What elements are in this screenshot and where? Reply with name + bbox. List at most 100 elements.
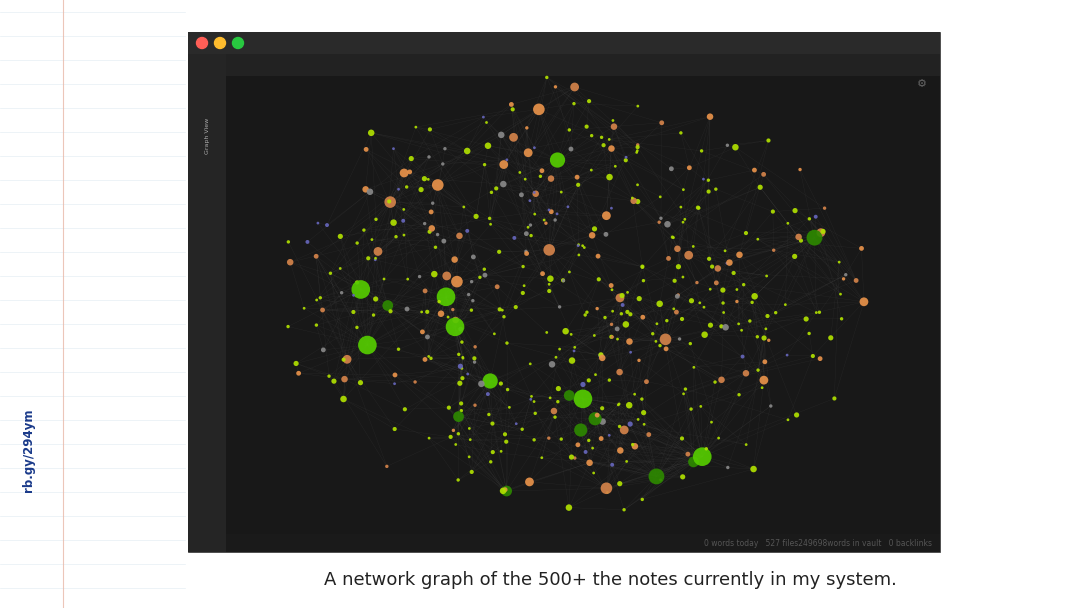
Point [760, 136, 778, 145]
Point [522, 395, 539, 404]
Point [590, 251, 607, 261]
Point [634, 313, 651, 322]
Point [543, 359, 561, 369]
Point [728, 285, 745, 294]
Point [604, 460, 621, 469]
Point [451, 361, 469, 371]
Point [410, 272, 428, 282]
Point [322, 268, 339, 278]
Point [735, 280, 753, 289]
Point [570, 250, 588, 260]
Point [651, 340, 669, 350]
Point [615, 300, 632, 310]
Point [396, 404, 414, 414]
Point [376, 274, 393, 284]
Point [683, 296, 700, 306]
Point [609, 334, 626, 344]
Point [546, 215, 564, 225]
Point [357, 145, 375, 154]
Point [755, 375, 772, 385]
Point [592, 351, 609, 361]
Point [459, 146, 476, 156]
Point [575, 394, 592, 404]
Point [349, 238, 366, 248]
Point [390, 344, 407, 354]
Point [666, 276, 684, 286]
Point [689, 202, 706, 212]
Point [395, 230, 413, 240]
Point [384, 218, 402, 227]
Point [390, 184, 407, 194]
Point [363, 128, 380, 137]
Point [717, 322, 734, 332]
Point [710, 264, 727, 274]
Point [513, 424, 530, 434]
Point [477, 117, 495, 127]
Point [741, 316, 758, 326]
Bar [188, 32, 940, 552]
Point [476, 271, 494, 280]
Point [526, 143, 543, 153]
Point [420, 174, 437, 184]
Point [519, 148, 537, 157]
Point [589, 304, 606, 314]
Point [522, 196, 539, 206]
Point [619, 288, 636, 297]
Point [629, 146, 646, 156]
Point [495, 160, 512, 170]
Point [367, 254, 384, 263]
Point [594, 416, 611, 426]
Point [516, 174, 534, 184]
Point [765, 246, 782, 255]
Point [806, 233, 823, 243]
Point [570, 240, 588, 249]
Point [563, 144, 580, 154]
Point [481, 410, 498, 420]
Point [399, 304, 416, 314]
Point [561, 125, 578, 135]
Point [631, 294, 648, 303]
Point [664, 232, 681, 242]
Point [435, 237, 453, 246]
Point [401, 167, 418, 177]
Point [480, 141, 497, 151]
Point [675, 185, 692, 195]
Point [835, 274, 852, 284]
Point [420, 152, 437, 162]
Point [551, 302, 568, 312]
Point [585, 468, 603, 478]
Point [446, 322, 463, 332]
Point [495, 486, 512, 496]
Point [626, 389, 644, 399]
Point [538, 72, 555, 82]
Point [610, 399, 627, 409]
Point [600, 134, 618, 144]
Point [442, 432, 459, 442]
Point [336, 375, 353, 384]
Point [518, 249, 536, 258]
Point [597, 211, 615, 221]
Point [586, 414, 604, 424]
Point [651, 192, 669, 202]
Point [600, 375, 618, 385]
Point [431, 297, 448, 306]
Point [576, 243, 593, 252]
Point [786, 206, 804, 215]
Point [730, 319, 747, 329]
Point [568, 172, 585, 182]
Point [386, 424, 403, 434]
Point [700, 187, 717, 196]
Point [494, 305, 511, 315]
Point [557, 326, 575, 336]
Point [701, 112, 718, 122]
Point [696, 330, 713, 340]
Point [693, 146, 711, 156]
Point [471, 272, 488, 282]
Point [429, 180, 446, 190]
Point [750, 234, 767, 244]
Point [613, 291, 631, 300]
Point [491, 305, 509, 314]
Point [450, 231, 468, 241]
Point [758, 271, 775, 281]
Point [701, 254, 718, 264]
